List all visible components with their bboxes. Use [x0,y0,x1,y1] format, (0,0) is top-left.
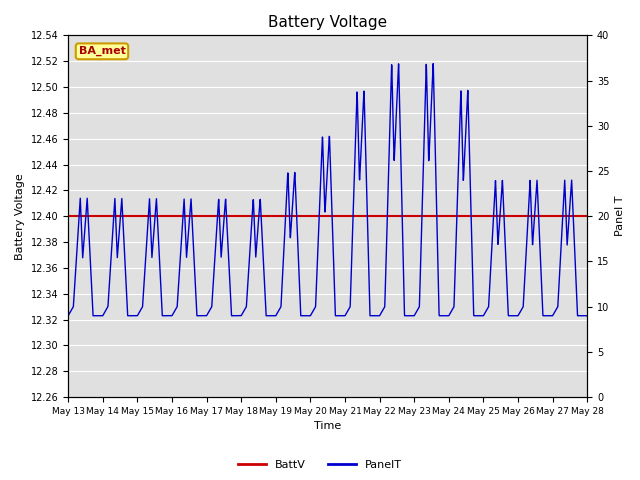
Y-axis label: Battery Voltage: Battery Voltage [15,173,25,260]
Legend: BattV, PanelT: BattV, PanelT [234,456,406,474]
X-axis label: Time: Time [314,421,341,432]
Title: Battery Voltage: Battery Voltage [268,15,387,30]
Text: BA_met: BA_met [79,46,125,57]
Y-axis label: Panel T: Panel T [615,196,625,237]
